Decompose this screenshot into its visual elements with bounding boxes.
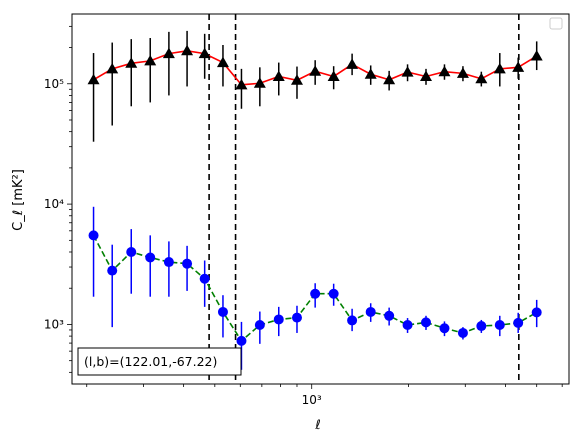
annotation-box (77, 347, 242, 376)
data-point-circle (310, 288, 321, 299)
y-axis-label: C_ℓ [mK²] (11, 169, 26, 231)
data-point-triangle (401, 66, 414, 77)
data-point-circle (145, 252, 156, 263)
plot-frame (71, 13, 570, 385)
x-axis-label: ℓ (314, 418, 320, 433)
data-point-circle (365, 306, 376, 317)
annotation-text: (l,b)=(122.01,-67.22) (84, 354, 217, 369)
y-tick-label: 10⁴ (44, 197, 64, 211)
data-point-circle (476, 321, 487, 332)
data-point-triangle (162, 47, 175, 59)
data-point-circle (126, 246, 137, 257)
data-point-triangle (253, 77, 266, 88)
data-point-circle (328, 288, 339, 299)
data-point-circle (163, 257, 174, 268)
data-point-triangle (456, 67, 469, 78)
data-point-triangle (530, 50, 543, 61)
data-point-triangle (87, 73, 100, 85)
data-point-triangle (106, 62, 119, 74)
series-layer (87, 30, 543, 370)
data-point-triangle (364, 68, 377, 79)
data-point-circle (402, 319, 413, 330)
data-point-triangle (419, 70, 432, 81)
data-point-triangle (125, 57, 138, 68)
y-tick-label: 10⁵ (44, 77, 64, 91)
series-0 (87, 30, 543, 142)
data-point-triangle (327, 70, 340, 81)
x-tick-label: 10³ (302, 393, 322, 407)
data-point-triangle (272, 70, 285, 81)
axis-ticks (67, 25, 563, 389)
data-point-circle (531, 307, 542, 318)
data-point-triangle (475, 72, 488, 84)
data-point-triangle (290, 74, 303, 85)
data-point-triangle (198, 47, 211, 59)
data-point-triangle (216, 56, 229, 68)
data-point-circle (384, 310, 395, 321)
data-point-triangle (309, 65, 322, 76)
data-point-circle (88, 230, 99, 241)
data-point-circle (182, 258, 193, 269)
data-point-circle (236, 335, 247, 346)
legend-box (549, 17, 563, 30)
data-point-triangle (346, 58, 359, 69)
data-point-triangle (493, 62, 506, 74)
data-point-circle (347, 315, 358, 326)
data-point-circle (254, 319, 265, 330)
series-1 (88, 206, 542, 370)
data-point-triangle (512, 61, 525, 72)
data-point-circle (199, 273, 210, 284)
data-point-triangle (181, 44, 194, 56)
data-point-circle (513, 317, 524, 328)
data-point-circle (457, 327, 468, 338)
data-point-circle (420, 317, 431, 328)
data-point-triangle (383, 73, 396, 85)
data-point-circle (291, 312, 302, 323)
data-point-triangle (438, 65, 451, 77)
y-tick-label: 10³ (44, 317, 64, 331)
data-point-triangle (144, 54, 157, 66)
data-point-circle (439, 323, 450, 334)
data-point-circle (494, 319, 505, 330)
data-point-triangle (235, 78, 248, 90)
data-point-circle (217, 306, 228, 317)
tick-labels: 10³ 10³ 10⁴ 10⁵ (44, 77, 322, 407)
data-point-circle (107, 265, 118, 276)
data-point-circle (273, 314, 284, 325)
